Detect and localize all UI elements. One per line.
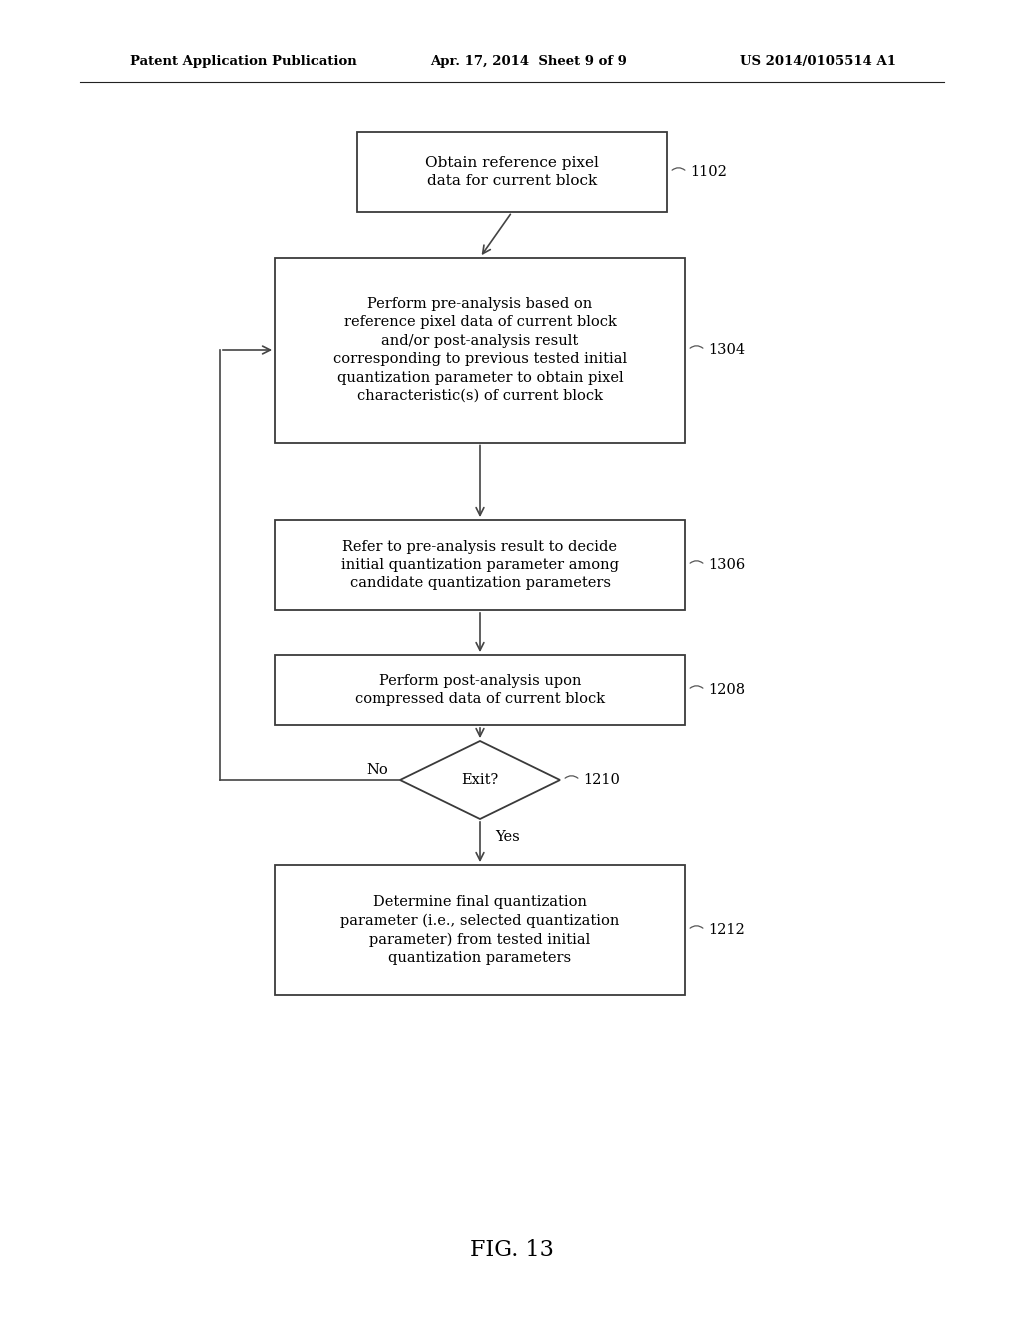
Text: Apr. 17, 2014  Sheet 9 of 9: Apr. 17, 2014 Sheet 9 of 9 bbox=[430, 55, 627, 69]
Text: Exit?: Exit? bbox=[462, 774, 499, 787]
Bar bbox=[275, 520, 685, 610]
Text: Patent Application Publication: Patent Application Publication bbox=[130, 55, 356, 69]
Text: 1210: 1210 bbox=[583, 774, 620, 787]
Text: US 2014/0105514 A1: US 2014/0105514 A1 bbox=[740, 55, 896, 69]
Text: 1304: 1304 bbox=[708, 343, 745, 356]
Text: Yes: Yes bbox=[495, 830, 520, 843]
Text: No: No bbox=[367, 763, 388, 777]
Text: 1102: 1102 bbox=[690, 165, 727, 180]
Bar bbox=[357, 132, 667, 213]
Text: Refer to pre-analysis result to decide
initial quantization parameter among
cand: Refer to pre-analysis result to decide i… bbox=[341, 540, 618, 590]
Bar bbox=[275, 865, 685, 995]
Text: FIG. 13: FIG. 13 bbox=[470, 1239, 554, 1261]
Polygon shape bbox=[400, 741, 560, 818]
Text: Determine final quantization
parameter (i.e., selected quantization
parameter) f: Determine final quantization parameter (… bbox=[340, 895, 620, 965]
Text: 1212: 1212 bbox=[708, 923, 744, 937]
Text: 1208: 1208 bbox=[708, 682, 745, 697]
Bar bbox=[275, 257, 685, 442]
Text: Perform post-analysis upon
compressed data of current block: Perform post-analysis upon compressed da… bbox=[355, 673, 605, 706]
Bar bbox=[275, 655, 685, 725]
Text: 1306: 1306 bbox=[708, 558, 745, 572]
Text: Perform pre-analysis based on
reference pixel data of current block
and/or post-: Perform pre-analysis based on reference … bbox=[333, 297, 627, 403]
Text: Obtain reference pixel
data for current block: Obtain reference pixel data for current … bbox=[425, 156, 599, 189]
